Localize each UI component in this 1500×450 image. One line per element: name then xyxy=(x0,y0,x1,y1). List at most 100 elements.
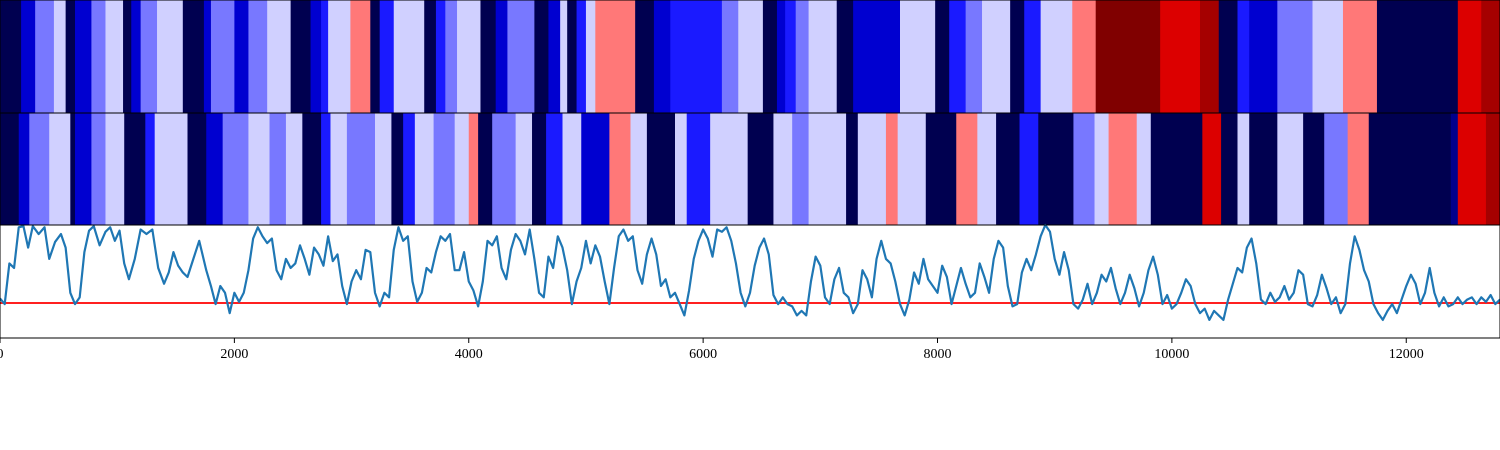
band-top-segment xyxy=(982,0,1011,113)
band-middle-segment xyxy=(897,113,927,225)
band-top-segment xyxy=(35,0,55,113)
band-top-segment xyxy=(776,0,786,113)
band-middle-segment xyxy=(1108,113,1138,225)
band-top-segment xyxy=(949,0,967,113)
band-top-segment xyxy=(234,0,250,113)
band-middle-segment xyxy=(581,113,610,225)
band-middle-segment xyxy=(0,113,20,225)
band-middle-segment xyxy=(977,113,997,225)
band-middle-segment xyxy=(956,113,978,225)
band-top-segment xyxy=(507,0,535,113)
band-top-segment xyxy=(1200,0,1220,113)
band-middle-segment xyxy=(710,113,749,225)
band-top-segment xyxy=(567,0,578,113)
band-top xyxy=(0,0,1500,113)
band-top-segment xyxy=(1342,0,1378,113)
band-top-segment xyxy=(123,0,132,113)
band-top-segment xyxy=(457,0,482,113)
band-middle-segment xyxy=(1368,113,1384,225)
band-middle-segment xyxy=(846,113,859,225)
band-top-segment xyxy=(738,0,764,113)
band-middle-segment xyxy=(1382,113,1419,225)
band-middle-segment xyxy=(49,113,71,225)
band-middle-segment xyxy=(925,113,957,225)
band-middle-segment xyxy=(29,113,50,225)
band-middle-segment xyxy=(1485,113,1500,225)
band-top-segment xyxy=(1376,0,1459,113)
band-middle-segment xyxy=(1450,113,1459,225)
band-middle-segment xyxy=(414,113,435,225)
band-top-segment xyxy=(310,0,322,113)
x-tick-label: 10000 xyxy=(1154,347,1189,362)
band-top-segment xyxy=(350,0,371,113)
band-middle-segment xyxy=(154,113,177,225)
band-top-segment xyxy=(21,0,36,113)
band-middle-segment xyxy=(285,113,303,225)
band-middle-segment xyxy=(792,113,810,225)
band-middle-segment xyxy=(1249,113,1278,225)
band-top-segment xyxy=(1160,0,1201,113)
band-middle-segment xyxy=(91,113,107,225)
band-middle-segment xyxy=(1019,113,1039,225)
band-top-segment xyxy=(548,0,561,113)
band-top-segment xyxy=(965,0,983,113)
band-top-segment xyxy=(105,0,124,113)
band-middle-segment xyxy=(346,113,376,225)
band-top-segment xyxy=(495,0,509,113)
band-top-segment xyxy=(635,0,655,113)
band-middle-segment xyxy=(187,113,207,225)
band-middle-segment xyxy=(1221,113,1239,225)
band-middle-segment xyxy=(391,113,404,225)
band-middle-segment xyxy=(70,113,76,225)
band-middle-segment xyxy=(1094,113,1110,225)
band-top-segment xyxy=(435,0,446,113)
band-top-segment xyxy=(1218,0,1239,113)
series-line xyxy=(0,223,1500,322)
band-middle-segment xyxy=(248,113,271,225)
band-top-segment xyxy=(379,0,395,113)
line-panel-frame xyxy=(0,224,1500,339)
band-top-segment xyxy=(1312,0,1344,113)
band-middle-segment xyxy=(773,113,793,225)
band-middle-segment xyxy=(1073,113,1096,225)
band-top-segment xyxy=(1095,0,1161,113)
band-top-segment xyxy=(762,0,778,113)
band-middle-segment xyxy=(18,113,30,225)
band-top-segment xyxy=(721,0,739,113)
band-top-segment xyxy=(1457,0,1482,113)
band-top-segment xyxy=(560,0,568,113)
band-middle-segment xyxy=(145,113,156,225)
band-middle-segment xyxy=(808,113,847,225)
band-middle-segment xyxy=(515,113,533,225)
x-tick-label: 6000 xyxy=(689,347,717,362)
line-panel-background xyxy=(0,225,1500,338)
band-middle-segment xyxy=(330,113,348,225)
band-top-segment xyxy=(534,0,550,113)
band-top-segment xyxy=(585,0,596,113)
band-middle-segment xyxy=(1150,113,1203,225)
x-tick-label: 2000 xyxy=(220,347,248,362)
band-top-segment xyxy=(795,0,810,113)
x-axis: 0 2000 4000 6000 8000 10000 12000 xyxy=(0,338,1424,362)
band-middle-segment xyxy=(1277,113,1304,225)
band-middle-segment xyxy=(1347,113,1370,225)
band-top-segment xyxy=(203,0,212,113)
band-top-segment xyxy=(53,0,67,113)
band-middle-segment xyxy=(269,113,287,225)
band-top-segment xyxy=(595,0,636,113)
band-top-segment xyxy=(836,0,854,113)
band-middle-segment xyxy=(222,113,250,225)
band-middle-segment xyxy=(1324,113,1349,225)
band-middle-segment xyxy=(996,113,1021,225)
band-top-segment xyxy=(210,0,235,113)
band-middle-segment xyxy=(375,113,393,225)
band-middle-segment xyxy=(478,113,493,225)
band-top-segment xyxy=(653,0,671,113)
band-top-segment xyxy=(91,0,107,113)
x-tick-label: 0 xyxy=(0,347,4,362)
band-top-segment xyxy=(370,0,381,113)
band-top-segment xyxy=(290,0,312,113)
band-top-segment xyxy=(853,0,901,113)
band-top-segment xyxy=(65,0,76,113)
